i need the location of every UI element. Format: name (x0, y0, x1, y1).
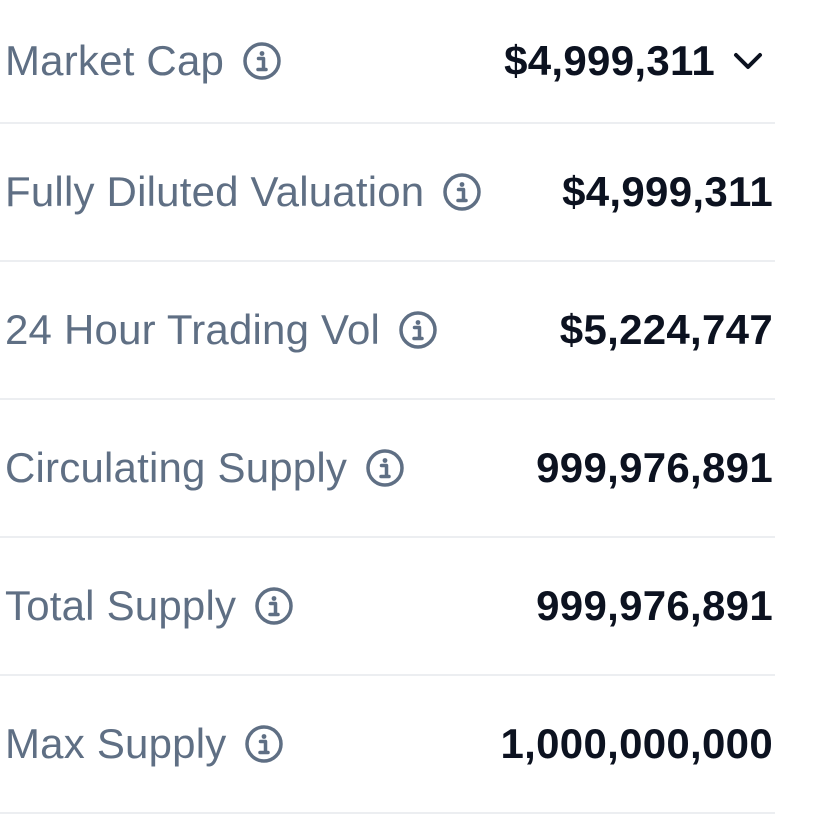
stat-row-circulating-supply: Circulating Supply 999,976,891 (0, 400, 775, 538)
stat-value: $5,224,747 (559, 306, 773, 353)
info-icon[interactable] (365, 448, 405, 488)
info-icon[interactable] (254, 586, 294, 626)
stat-label: Max Supply (5, 720, 227, 767)
stat-value: 999,976,891 (536, 444, 773, 491)
stat-label-group: Fully Diluted Valuation (0, 168, 482, 216)
info-icon[interactable] (244, 724, 284, 764)
stat-label: Market Cap (5, 37, 225, 84)
stat-label: Circulating Supply (5, 444, 348, 491)
stat-label-group: 24 Hour Trading Vol (0, 306, 438, 354)
stat-value-group: $4,999,311 (562, 168, 775, 216)
stat-label-group: Total Supply (0, 582, 294, 630)
stat-row-fully-diluted-valuation: Fully Diluted Valuation $4,999,311 (0, 124, 775, 262)
stat-label-group: Max Supply (0, 720, 284, 768)
stat-label: Fully Diluted Valuation (5, 168, 425, 215)
stat-row-total-supply: Total Supply 999,976,891 (0, 538, 775, 676)
stat-value-group: 1,000,000,000 (501, 720, 776, 768)
stat-value-group: $5,224,747 (560, 306, 775, 354)
stat-label-group: Market Cap (0, 37, 282, 85)
stat-value: 1,000,000,000 (500, 720, 773, 767)
stat-value: 999,976,891 (536, 582, 773, 629)
stat-value-group: 999,976,891 (536, 444, 775, 492)
stat-value: $4,999,311 (562, 168, 773, 215)
info-icon[interactable] (242, 41, 282, 81)
stat-value-group: $4,999,311 (504, 37, 775, 85)
stat-row-24h-trading-volume: 24 Hour Trading Vol $5,224,747 (0, 262, 775, 400)
stat-value: $4,999,311 (504, 37, 715, 84)
stat-label: 24 Hour Trading Vol (5, 306, 381, 353)
stat-value-group: 999,976,891 (536, 582, 775, 630)
info-icon[interactable] (398, 310, 438, 350)
stat-label: Total Supply (5, 582, 237, 629)
stat-row-max-supply: Max Supply 1,000,000,000 (0, 676, 775, 814)
stat-label-group: Circulating Supply (0, 444, 405, 492)
info-icon[interactable] (442, 172, 482, 212)
market-stats-list: Market Cap $4,999,311 Fully Diluted Valu… (0, 0, 775, 814)
stat-row-market-cap[interactable]: Market Cap $4,999,311 (0, 0, 775, 124)
chevron-down-icon[interactable] (729, 42, 767, 80)
